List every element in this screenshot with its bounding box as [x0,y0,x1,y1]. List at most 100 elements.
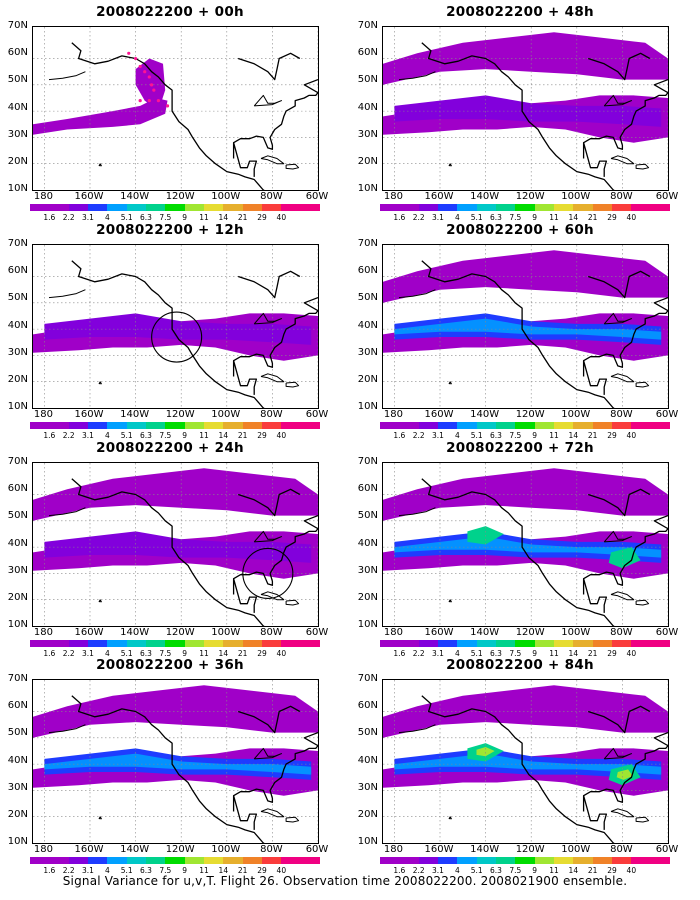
coastline [398,289,436,299]
colorbar-label: 6.3 [490,649,502,658]
coastline [603,530,632,543]
colorbar-swatch [515,422,535,429]
colorbar-label: 5.1 [470,866,483,875]
colorbar-label: 3.1 [82,213,94,222]
coastline [285,816,300,823]
lon-label: 120W [165,627,195,638]
lat-label: 70N [357,673,378,684]
colorbar-label: 11 [199,649,209,658]
colorbar-label: 5.1 [120,431,133,440]
colorbar-label: 29 [607,866,617,875]
coastline [610,155,635,165]
lon-label: 140W [120,409,150,420]
colorbar-label: 6.3 [490,431,502,440]
map-svg [383,680,668,843]
colorbar-label: 40 [276,431,287,440]
lon-label: 60W [305,191,329,202]
coastline [71,260,265,408]
coastline [233,78,318,150]
coastline [421,260,615,408]
colorbar-label: 9 [532,213,538,222]
lat-label: 20N [357,155,378,167]
coastline [71,695,265,843]
coastline [583,731,668,803]
map-area [382,244,669,409]
lon-label: 100W [561,191,591,202]
lat-label: 40N [357,101,378,113]
observation-point [134,56,138,61]
lat-label: 10N [357,836,378,847]
lon-label: 60W [655,409,679,420]
colorbar-label: 1.6 [393,649,406,658]
colorbar-swatch [515,857,535,864]
colorbar-swatch [650,422,670,429]
lon-label: 100W [561,844,591,855]
lon-label: 80W [610,409,633,420]
lat-label: 10N [7,836,28,847]
colorbar-label: 40 [626,866,637,875]
coastline [232,360,258,395]
colorbar-swatch [107,857,127,864]
colorbar-swatch [30,422,50,429]
colorbar-swatch [495,204,516,211]
colorbar-swatch [87,857,108,864]
coastline [285,381,300,388]
colorbar-label: 21 [587,213,598,222]
colorbar-swatch [184,422,204,429]
target-region-circle [242,547,294,599]
observation-point [147,99,151,103]
coastline [583,78,668,150]
coastline [253,94,282,107]
colorbar-label: 2.2 [62,213,75,222]
lon-label: 100W [211,844,241,855]
map-svg [383,463,668,626]
map-area [382,462,669,627]
coastline [587,488,651,517]
colorbar-label: 6.3 [140,649,152,658]
coastline [587,270,651,299]
lat-label: 20N [7,373,28,385]
observation-point [127,51,131,55]
coastline [233,296,318,368]
colorbar-label: 14 [218,213,229,222]
coastline [98,163,102,167]
lon-label: 60W [305,844,329,855]
variance-contour [383,32,668,85]
colorbar-swatch [650,204,670,211]
coastline [398,507,436,517]
colorbar-label: 7.5 [159,649,172,658]
colorbar-label: 1.6 [43,431,56,440]
lat-label: 70N [7,456,28,467]
colorbar-swatch [49,422,69,429]
panel-title: 2008022200 + 84h [446,657,594,673]
colorbar-label: 11 [549,213,559,222]
lon-label: 160W [424,627,454,638]
panel-title: 2008022200 + 12h [96,222,244,238]
lat-label: 30N [7,346,28,358]
colorbar-swatch [631,640,651,647]
lon-label: 180 [383,191,403,202]
figure-caption: Signal Variance for u,v,T. Flight 26. Ob… [62,874,628,888]
coastline [260,155,285,165]
colorbar-label: 21 [237,866,248,875]
colorbar-swatch [437,204,458,211]
variance-contour [33,98,168,135]
lon-label: 140W [470,844,500,855]
colorbar-swatch [281,204,301,211]
colorbar-swatch [573,422,593,429]
colorbar-swatch [184,204,204,211]
colorbar-label: 40 [276,649,287,658]
colorbar-label: 3.1 [82,649,94,658]
lat-label: 70N [357,456,378,467]
lat-label: 30N [357,781,378,793]
map-panel: 2008022200 + 12h 70N 60N 50N 40N 30N 20N 10N 180… [0,222,340,440]
colorbar-swatch [380,640,400,647]
lat-label: 40N [7,101,28,113]
colorbar-swatch [476,857,496,864]
colorbar-label: 29 [257,213,267,222]
colorbar-swatch [223,204,243,211]
coastline [260,591,285,601]
coastline [398,724,436,734]
colorbar-swatch [281,640,301,647]
colorbar-swatch [399,422,419,429]
